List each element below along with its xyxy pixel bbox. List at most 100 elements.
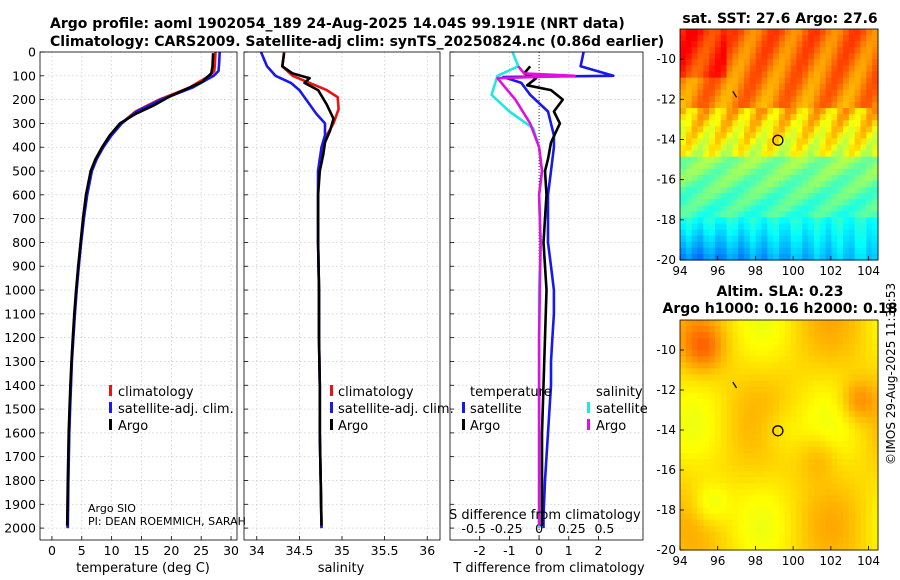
map-cell: [796, 35, 803, 42]
map-cell: [732, 132, 739, 140]
map-cell: [761, 465, 768, 472]
map-cell: [784, 344, 792, 351]
map-cell: [691, 205, 699, 212]
map-cell: [802, 350, 809, 357]
map-cell: [837, 380, 844, 388]
map-cell: [732, 187, 739, 194]
map-cell: [749, 150, 757, 158]
y-tick-label: 500: [12, 164, 36, 179]
map-cell: [720, 398, 728, 406]
map-cell: [819, 211, 827, 219]
map-cell: [784, 59, 792, 67]
map-cell: [744, 392, 751, 400]
map-cell: [767, 531, 774, 539]
map-cell: [767, 410, 774, 418]
map-cell: [732, 422, 739, 430]
map-cell: [732, 126, 739, 133]
map-cell: [854, 47, 862, 54]
map-cell: [796, 138, 803, 146]
map-cell: [796, 410, 803, 418]
map-cell: [825, 495, 833, 503]
map-cell: [784, 77, 792, 85]
map-cell: [837, 114, 844, 121]
map-cell: [749, 83, 757, 91]
map-cell: [709, 53, 716, 60]
map-cell: [813, 380, 821, 388]
map-cell: [831, 235, 838, 243]
map-cell: [714, 180, 722, 188]
map-cell: [744, 223, 751, 231]
map-cell: [685, 392, 693, 400]
map-cell: [703, 356, 710, 363]
map-cell: [831, 338, 838, 345]
map-cell: [709, 199, 716, 206]
map-cell: [848, 489, 856, 497]
map-cell: [819, 89, 827, 97]
map-cell: [831, 174, 838, 182]
map-cell: [709, 168, 716, 176]
map-cell: [796, 326, 803, 333]
map-cell: [720, 441, 728, 448]
map-cell: [779, 71, 786, 79]
map-cell: [802, 168, 809, 176]
map-cell: [796, 392, 803, 400]
map-cell: [714, 356, 722, 363]
map-cell: [773, 338, 780, 345]
map-cell: [761, 483, 768, 491]
map-cell: [848, 422, 856, 430]
map-cell: [825, 150, 833, 158]
map-cell: [680, 35, 687, 42]
map-cell: [680, 47, 687, 54]
map-cell: [703, 501, 710, 509]
series-line-argo: [65, 53, 215, 526]
map-cell: [779, 404, 786, 412]
map-cell: [802, 404, 809, 412]
map-cell: [819, 53, 827, 60]
x-tick-label: 20: [163, 543, 179, 558]
map-cell: [784, 35, 792, 42]
map-cell: [703, 410, 710, 418]
map-cell: [843, 465, 850, 472]
map-cell: [714, 422, 722, 430]
map-cell: [872, 83, 879, 91]
map-cell: [779, 326, 786, 333]
map-cell: [738, 205, 745, 212]
map-cell: [680, 441, 687, 448]
map-cell: [749, 465, 757, 472]
map-cell: [779, 132, 786, 140]
map-cell: [784, 332, 792, 339]
map-cell: [802, 374, 809, 382]
map-cell: [709, 223, 716, 231]
map-cell: [802, 199, 809, 206]
map-cell: [837, 168, 844, 176]
map-cell: [738, 168, 745, 176]
map-cell: [755, 223, 763, 231]
map-cell: [808, 519, 815, 527]
map-cell: [813, 537, 821, 545]
map-cell: [872, 120, 879, 127]
map-cell: [854, 95, 862, 103]
map-cell: [802, 489, 809, 497]
top-x-tick-label: 0.5: [594, 521, 614, 536]
map-cell: [872, 519, 879, 527]
map-cell: [813, 217, 821, 225]
map-cell: [726, 326, 734, 333]
map-cell: [680, 416, 687, 424]
map-cell: [831, 495, 838, 503]
map-cell: [720, 525, 728, 533]
map-cell: [709, 416, 716, 424]
map-cell: [854, 193, 862, 200]
map-cell: [680, 120, 687, 127]
map-cell: [744, 435, 751, 442]
map-cell: [773, 362, 780, 370]
map-cell: [831, 380, 838, 388]
legend-label-climatology: climatology: [338, 385, 414, 400]
map-cell: [866, 386, 873, 394]
map-cell: [773, 356, 780, 363]
map-cell: [848, 53, 856, 60]
map-cell: [685, 29, 693, 36]
map-cell: [726, 398, 734, 406]
map-cell: [726, 47, 734, 54]
map-cell: [697, 386, 704, 394]
map-cell: [714, 253, 722, 261]
